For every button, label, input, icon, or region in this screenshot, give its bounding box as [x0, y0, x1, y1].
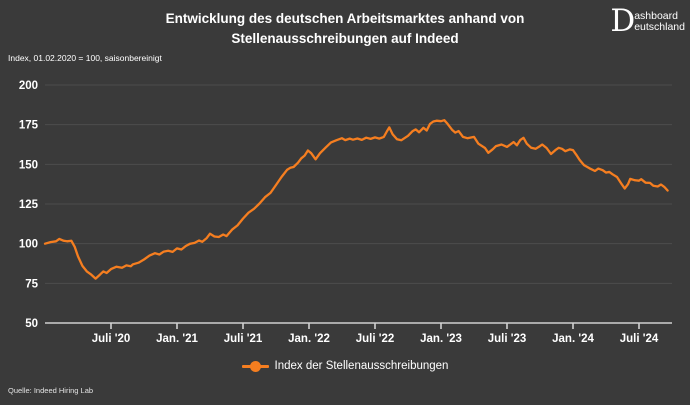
x-tick-label: Juli '22: [356, 333, 395, 345]
x-tick-label: Juli '21: [224, 333, 263, 345]
y-gridlines: [45, 84, 672, 284]
logo-initial-d: D: [610, 3, 636, 39]
svg-text:200: 200: [19, 80, 38, 92]
chart-title-line2: Stellenausschreibungen auf Indeed: [231, 30, 459, 46]
x-tick-label: Jan. '23: [420, 333, 462, 345]
y-axis-labels: 50 75 100 125 150 175 200: [19, 80, 39, 330]
svg-text:50: 50: [25, 318, 38, 330]
chart-title: Entwicklung des deutschen Arbeitsmarktes…: [0, 9, 690, 48]
logo-word-top: ashboard: [634, 10, 678, 22]
x-tick-label: Jan. '22: [288, 333, 330, 345]
legend-line-dot-icon: [241, 360, 269, 372]
dashboard-deutschland-logo: D ashboard eutschland: [610, 3, 685, 39]
series-line-stellenausschreibungen: [43, 119, 669, 280]
chart-title-line1: Entwicklung des deutschen Arbeitsmarktes…: [165, 11, 525, 26]
logo-wordmark: ashboard eutschland: [634, 11, 685, 33]
axis-unit-note: Index, 01.02.2020 = 100, saisonbereinigt: [8, 53, 162, 63]
svg-text:175: 175: [19, 120, 39, 132]
svg-text:100: 100: [19, 239, 38, 251]
x-tick-label: Jan. '24: [552, 333, 594, 345]
legend-label: Index der Stellenausschreibungen: [274, 360, 449, 372]
logo-word-bottom: eutschland: [634, 21, 685, 33]
source-note: Quelle: Indeed Hiring Lab: [8, 386, 94, 395]
x-tick-label: Juli '24: [620, 333, 659, 345]
svg-text:75: 75: [25, 278, 38, 290]
svg-text:150: 150: [19, 159, 38, 171]
x-axis: Juli '20 Jan. '21 Juli '21 Jan. '22 Juli '22…: [45, 322, 672, 345]
svg-text:125: 125: [19, 199, 39, 211]
x-tick-label: Juli '23: [488, 333, 527, 345]
legend: Index der Stellenausschreibungen: [0, 360, 690, 372]
x-tick-label: Jan. '21: [156, 333, 198, 345]
x-tick-label: Juli '20: [92, 333, 131, 345]
legend-item-stellenausschreibungen[interactable]: Index der Stellenausschreibungen: [241, 360, 449, 372]
